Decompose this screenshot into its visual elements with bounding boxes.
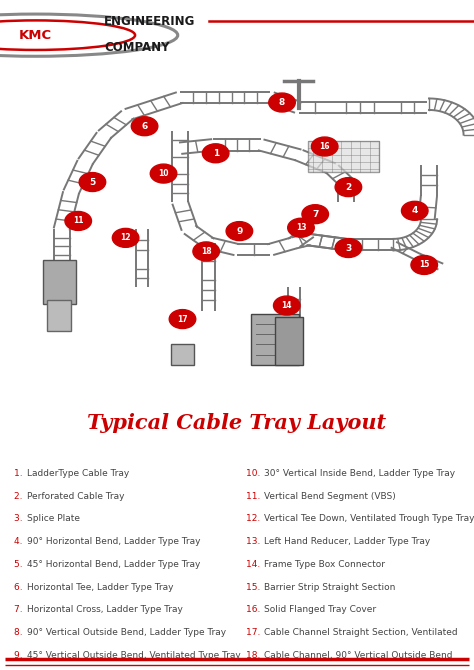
Text: LadderType Cable Tray: LadderType Cable Tray <box>27 469 130 478</box>
Text: 45° Vertical Outside Bend, Ventilated Type Tray: 45° Vertical Outside Bend, Ventilated Ty… <box>27 651 241 660</box>
Text: 6.: 6. <box>14 583 26 592</box>
FancyBboxPatch shape <box>43 260 76 304</box>
Text: 18: 18 <box>201 247 211 256</box>
FancyBboxPatch shape <box>275 318 303 364</box>
Text: 15.: 15. <box>246 583 264 592</box>
Circle shape <box>169 310 196 328</box>
Text: 18.: 18. <box>246 651 264 660</box>
Circle shape <box>401 201 428 220</box>
Text: 5: 5 <box>89 178 96 186</box>
Text: Solid Flanged Tray Cover: Solid Flanged Tray Cover <box>264 606 376 614</box>
Text: KMC: KMC <box>19 29 52 42</box>
Circle shape <box>65 212 91 230</box>
Text: 15: 15 <box>419 261 429 269</box>
Text: 16.: 16. <box>246 606 264 614</box>
Circle shape <box>226 222 253 241</box>
Text: Vertical Bend Segment (VBS): Vertical Bend Segment (VBS) <box>264 492 395 500</box>
Text: Horizontal Cross, Ladder Type Tray: Horizontal Cross, Ladder Type Tray <box>27 606 183 614</box>
Circle shape <box>150 164 177 183</box>
Text: Typical Cable Tray Layout: Typical Cable Tray Layout <box>87 413 387 433</box>
Text: 2.: 2. <box>14 492 26 500</box>
Text: 5.: 5. <box>14 560 26 569</box>
Circle shape <box>112 228 139 247</box>
Circle shape <box>411 255 438 275</box>
Text: 2: 2 <box>345 183 352 192</box>
Circle shape <box>193 242 219 261</box>
Circle shape <box>202 144 229 163</box>
Text: 14: 14 <box>282 301 292 310</box>
Text: Perforated Cable Tray: Perforated Cable Tray <box>27 492 125 500</box>
Text: 12: 12 <box>120 233 131 243</box>
Text: 9.: 9. <box>14 651 26 660</box>
FancyBboxPatch shape <box>251 314 299 364</box>
Text: 12.: 12. <box>246 515 264 523</box>
Text: ENGINEERING: ENGINEERING <box>104 15 196 27</box>
Text: Left Hand Reducer, Ladder Type Tray: Left Hand Reducer, Ladder Type Tray <box>264 537 430 546</box>
Circle shape <box>335 178 362 196</box>
Text: 3: 3 <box>345 243 352 253</box>
Text: Cable Channel, 90° Vertical Outside Bend: Cable Channel, 90° Vertical Outside Bend <box>264 651 452 660</box>
Text: 1: 1 <box>212 149 219 157</box>
Text: 45° Horizontal Bend, Ladder Type Tray: 45° Horizontal Bend, Ladder Type Tray <box>27 560 201 569</box>
Text: COMPANY: COMPANY <box>104 42 170 54</box>
Text: 17: 17 <box>177 315 188 324</box>
Text: 7.: 7. <box>14 606 26 614</box>
Bar <box>47 300 71 331</box>
Text: 90° Vertical Outside Bend, Ladder Type Tray: 90° Vertical Outside Bend, Ladder Type T… <box>27 628 227 637</box>
Text: 11: 11 <box>73 216 83 225</box>
Text: 10.: 10. <box>246 469 264 478</box>
Text: 6: 6 <box>141 122 148 131</box>
Circle shape <box>302 205 328 224</box>
Text: Frame Type Box Connector: Frame Type Box Connector <box>264 560 384 569</box>
Text: 14.: 14. <box>246 560 264 569</box>
Circle shape <box>273 296 300 315</box>
Circle shape <box>79 173 106 192</box>
Text: Horizontal Tee, Ladder Type Tray: Horizontal Tee, Ladder Type Tray <box>27 583 174 592</box>
Circle shape <box>311 137 338 156</box>
Text: 8: 8 <box>279 98 285 107</box>
Bar <box>308 141 379 172</box>
Text: 9: 9 <box>236 226 243 236</box>
Text: 16: 16 <box>319 142 330 151</box>
Text: 1.: 1. <box>14 469 26 478</box>
Circle shape <box>131 117 158 136</box>
Text: 3.: 3. <box>14 515 26 523</box>
Text: 17.: 17. <box>246 628 264 637</box>
Text: 8.: 8. <box>14 628 26 637</box>
Text: 10: 10 <box>158 169 169 178</box>
Text: Cable Channel Straight Section, Ventilated: Cable Channel Straight Section, Ventilat… <box>264 628 457 637</box>
Text: 13: 13 <box>296 223 306 232</box>
Text: 13.: 13. <box>246 537 264 546</box>
Text: 4: 4 <box>411 206 418 215</box>
Text: 11.: 11. <box>246 492 264 500</box>
Text: 4.: 4. <box>14 537 26 546</box>
FancyBboxPatch shape <box>171 344 194 364</box>
Text: 90° Horizontal Bend, Ladder Type Tray: 90° Horizontal Bend, Ladder Type Tray <box>27 537 201 546</box>
Text: 7: 7 <box>312 210 319 218</box>
Circle shape <box>288 218 314 237</box>
Text: Barrier Strip Straight Section: Barrier Strip Straight Section <box>264 583 395 592</box>
Circle shape <box>269 93 295 112</box>
Text: Splice Plate: Splice Plate <box>27 515 81 523</box>
Text: Vertical Tee Down, Ventilated Trough Type Tray: Vertical Tee Down, Ventilated Trough Typ… <box>264 515 474 523</box>
Circle shape <box>335 239 362 257</box>
Text: 30° Vertical Inside Bend, Ladder Type Tray: 30° Vertical Inside Bend, Ladder Type Tr… <box>264 469 455 478</box>
